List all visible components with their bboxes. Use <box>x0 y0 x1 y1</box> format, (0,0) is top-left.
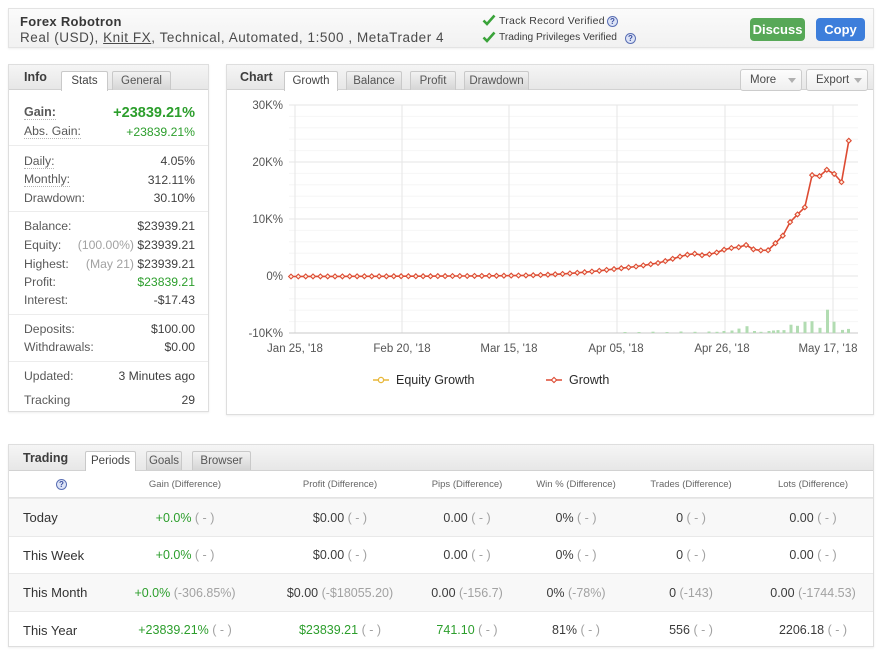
svg-text:Mar 15, '18: Mar 15, '18 <box>480 343 537 355</box>
svg-text:10K%: 10K% <box>252 214 283 226</box>
svg-text:30K%: 30K% <box>252 100 283 112</box>
svg-text:Apr 05, '18: Apr 05, '18 <box>588 343 643 355</box>
svg-text:May 17, '18: May 17, '18 <box>798 343 857 355</box>
svg-text:-10K%: -10K% <box>248 328 283 340</box>
svg-text:Equity Growth: Equity Growth <box>396 373 475 387</box>
svg-text:Apr 26, '18: Apr 26, '18 <box>694 343 749 355</box>
svg-text:Jan 25, '18: Jan 25, '18 <box>267 343 323 355</box>
svg-text:20K%: 20K% <box>252 157 283 169</box>
svg-text:Feb 20, '18: Feb 20, '18 <box>373 343 430 355</box>
svg-text:Growth: Growth <box>569 373 609 387</box>
svg-text:0%: 0% <box>266 271 283 283</box>
